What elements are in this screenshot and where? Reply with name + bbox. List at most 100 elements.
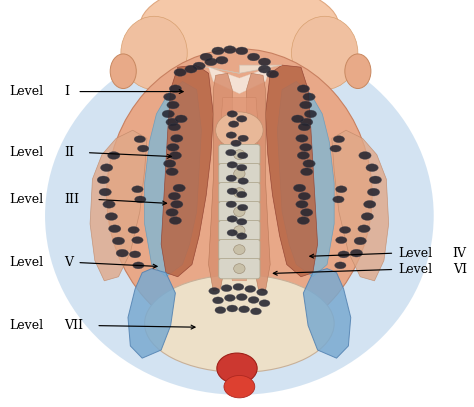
Ellipse shape: [224, 46, 236, 53]
Ellipse shape: [266, 70, 279, 78]
Text: Level: Level: [398, 247, 432, 260]
Ellipse shape: [168, 123, 181, 131]
Ellipse shape: [169, 217, 182, 225]
Polygon shape: [209, 73, 232, 291]
Ellipse shape: [296, 200, 308, 208]
Ellipse shape: [99, 188, 111, 196]
Text: VI: VI: [453, 263, 467, 276]
Text: Level: Level: [9, 319, 44, 332]
Polygon shape: [332, 130, 389, 281]
Ellipse shape: [293, 184, 306, 192]
Ellipse shape: [227, 216, 237, 222]
Ellipse shape: [221, 285, 232, 291]
Ellipse shape: [164, 93, 176, 101]
Ellipse shape: [205, 58, 217, 66]
Ellipse shape: [200, 53, 212, 61]
Circle shape: [234, 169, 245, 179]
Ellipse shape: [292, 16, 358, 90]
Ellipse shape: [226, 175, 237, 182]
Ellipse shape: [166, 118, 178, 126]
Ellipse shape: [297, 151, 310, 160]
Polygon shape: [128, 269, 175, 358]
Ellipse shape: [237, 164, 247, 171]
Ellipse shape: [112, 237, 125, 245]
Ellipse shape: [301, 208, 313, 217]
Polygon shape: [303, 269, 351, 358]
Text: III: III: [64, 193, 79, 206]
Ellipse shape: [338, 251, 349, 258]
Circle shape: [234, 207, 245, 217]
Ellipse shape: [224, 295, 235, 301]
Ellipse shape: [227, 162, 237, 168]
Ellipse shape: [174, 69, 186, 77]
Text: Level: Level: [9, 85, 44, 98]
Ellipse shape: [169, 151, 182, 160]
Polygon shape: [161, 65, 213, 277]
Ellipse shape: [226, 132, 237, 138]
Ellipse shape: [109, 225, 121, 233]
Text: Level: Level: [9, 193, 44, 206]
Ellipse shape: [237, 191, 247, 198]
Ellipse shape: [237, 204, 248, 211]
Ellipse shape: [216, 112, 263, 149]
Ellipse shape: [217, 353, 257, 383]
Text: Level: Level: [9, 146, 44, 159]
Ellipse shape: [297, 217, 310, 225]
Ellipse shape: [175, 115, 187, 123]
Ellipse shape: [166, 168, 178, 176]
Ellipse shape: [132, 186, 143, 193]
Polygon shape: [277, 81, 334, 277]
Ellipse shape: [257, 289, 267, 295]
Polygon shape: [145, 81, 201, 277]
Ellipse shape: [247, 53, 260, 61]
Ellipse shape: [133, 262, 144, 269]
Ellipse shape: [300, 101, 312, 109]
Ellipse shape: [237, 233, 247, 239]
Ellipse shape: [171, 134, 183, 142]
Ellipse shape: [193, 62, 205, 70]
Ellipse shape: [135, 196, 146, 203]
Ellipse shape: [216, 57, 228, 64]
Polygon shape: [90, 130, 147, 281]
Ellipse shape: [215, 307, 226, 313]
Ellipse shape: [345, 54, 371, 89]
Ellipse shape: [227, 111, 237, 117]
Ellipse shape: [354, 237, 366, 245]
Ellipse shape: [185, 65, 197, 73]
Ellipse shape: [301, 118, 313, 126]
Ellipse shape: [110, 54, 137, 89]
Ellipse shape: [292, 115, 304, 123]
Ellipse shape: [298, 123, 310, 131]
Ellipse shape: [303, 160, 315, 168]
Ellipse shape: [333, 136, 345, 142]
Ellipse shape: [121, 16, 187, 90]
Ellipse shape: [108, 151, 120, 160]
Ellipse shape: [350, 249, 363, 257]
Ellipse shape: [231, 140, 241, 147]
Ellipse shape: [361, 212, 374, 221]
Ellipse shape: [245, 286, 256, 292]
Circle shape: [234, 226, 245, 236]
Text: Level: Level: [398, 263, 432, 276]
Circle shape: [234, 264, 245, 274]
Ellipse shape: [330, 145, 341, 152]
Ellipse shape: [145, 275, 334, 372]
FancyBboxPatch shape: [219, 144, 260, 165]
Ellipse shape: [238, 178, 248, 184]
Ellipse shape: [304, 110, 317, 118]
FancyBboxPatch shape: [219, 239, 260, 260]
Ellipse shape: [103, 200, 115, 208]
Ellipse shape: [129, 251, 141, 258]
Polygon shape: [209, 67, 270, 94]
Ellipse shape: [233, 283, 244, 291]
Polygon shape: [220, 98, 258, 281]
Ellipse shape: [227, 230, 237, 236]
Ellipse shape: [168, 193, 181, 200]
Ellipse shape: [248, 296, 259, 304]
Circle shape: [234, 245, 245, 254]
Circle shape: [234, 188, 245, 197]
Ellipse shape: [333, 196, 344, 203]
Ellipse shape: [367, 188, 380, 196]
Ellipse shape: [336, 237, 347, 243]
Ellipse shape: [237, 152, 248, 159]
